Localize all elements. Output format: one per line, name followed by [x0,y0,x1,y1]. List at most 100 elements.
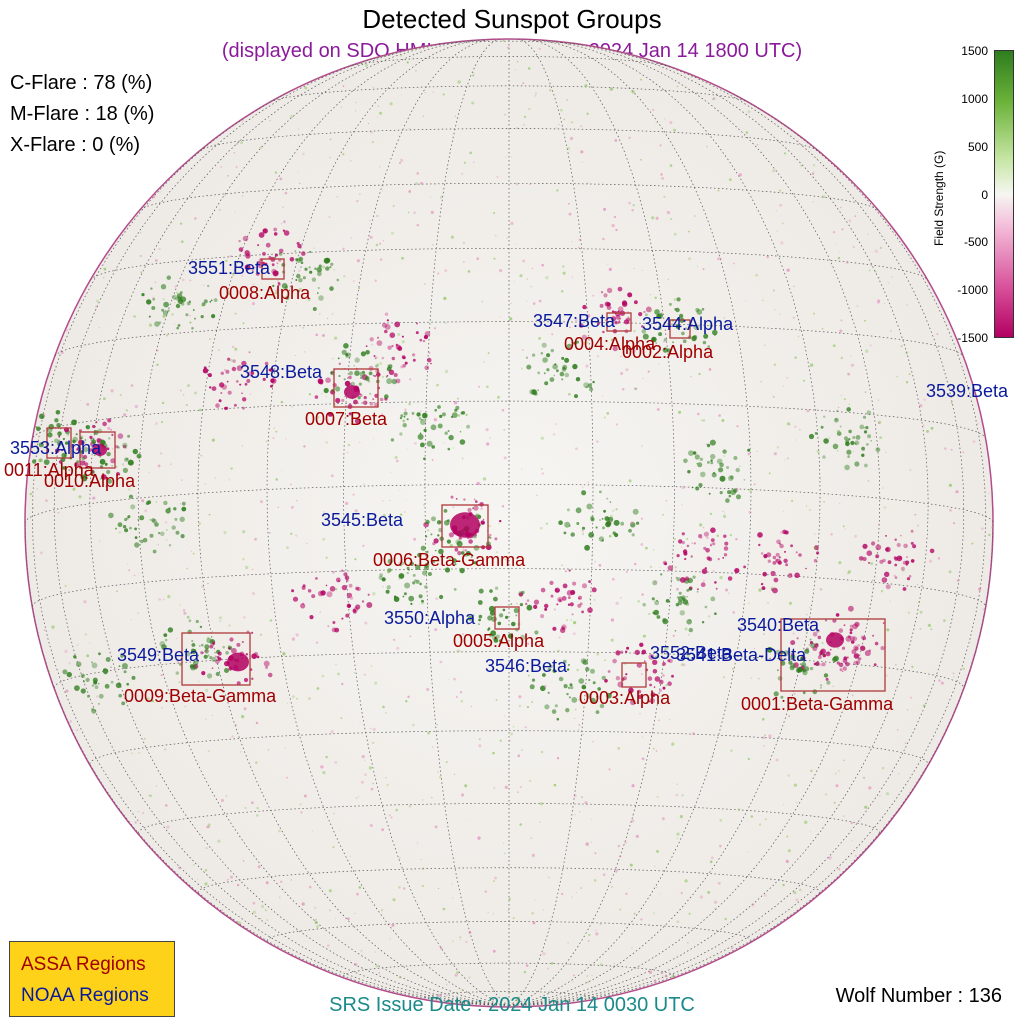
field-speckle [436,383,439,387]
field-speckle [195,619,199,624]
field-speckle [341,349,347,355]
field-speckle [728,178,732,182]
field-speckle [91,661,93,664]
field-speckle [48,423,55,430]
field-speckle [706,536,709,540]
field-speckle [522,349,524,351]
field-speckle [574,53,576,55]
field-speckle [558,123,560,126]
field-speckle [634,649,640,656]
field-speckle [236,681,241,686]
field-speckle [501,408,505,412]
field-speckle [475,563,478,566]
field-speckle [275,478,279,481]
field-speckle [503,428,506,431]
field-speckle [625,570,628,573]
field-speckle [259,633,262,636]
field-speckle [736,494,741,500]
field-speckle [745,131,749,134]
field-speckle [312,307,317,311]
field-speckle [625,368,629,372]
field-speckle [650,692,656,698]
field-speckle [231,272,236,276]
field-speckle [534,94,537,97]
grid-line [508,89,986,1006]
field-speckle [36,488,38,490]
field-speckle [525,356,529,359]
field-speckle [621,388,625,391]
field-speckle [813,171,815,173]
field-speckle [612,509,615,512]
field-speckle [151,699,154,703]
field-speckle [320,590,326,596]
field-speckle [356,586,361,592]
field-speckle [122,444,127,449]
field-speckle [518,695,522,699]
field-speckle [374,951,376,953]
field-speckle [575,377,581,382]
field-speckle [493,786,496,789]
field-speckle [671,742,675,746]
field-speckle [61,449,64,452]
field-speckle [416,842,419,844]
field-speckle [540,468,543,470]
field-speckle [376,363,379,366]
field-speckle [665,599,670,603]
field-speckle [752,704,754,706]
field-speckle [538,337,541,340]
field-speckle [444,431,448,435]
field-speckle [459,691,463,694]
field-speckle [669,121,673,124]
field-speckle [444,269,448,273]
field-speckle [838,628,844,633]
field-speckle [425,519,430,525]
field-speckle [158,532,161,535]
field-speckle [787,774,790,777]
field-speckle [471,507,474,510]
field-speckle [136,695,138,697]
field-speckle [585,364,589,368]
field-speckle [299,803,302,806]
field-speckle [136,453,142,459]
field-speckle [368,371,373,376]
field-speckle [758,677,760,680]
field-speckle [567,603,571,606]
field-speckle [354,962,358,967]
field-speckle [586,182,589,185]
field-speckle [676,554,680,558]
field-speckle [116,590,118,593]
field-speckle [809,638,812,641]
field-speckle [630,699,636,706]
field-speckle [488,536,491,539]
field-speckle [578,238,581,241]
field-speckle [641,269,643,272]
field-speckle [162,314,166,318]
field-speckle [203,284,205,286]
field-speckle [464,553,469,557]
field-speckle [241,392,243,395]
field-speckle [883,302,886,305]
field-speckle [436,723,438,726]
field-speckle [526,599,530,602]
field-speckle [863,776,865,779]
field-speckle [656,850,659,853]
field-speckle [880,590,884,593]
field-speckle [948,570,952,574]
field-speckle [262,377,266,381]
field-speckle [68,662,71,665]
field-speckle [691,486,694,489]
region-box [621,662,647,688]
field-speckle [731,667,734,670]
field-speckle [337,672,340,676]
field-speckle [816,834,818,836]
field-speckle [395,344,401,350]
field-speckle [822,455,826,459]
field-speckle [610,638,614,642]
field-speckle [552,363,558,370]
field-speckle [499,519,502,523]
field-speckle [553,608,556,611]
field-speckle [296,258,302,263]
field-speckle [590,697,596,704]
field-speckle [787,650,791,654]
field-speckle [394,321,401,328]
